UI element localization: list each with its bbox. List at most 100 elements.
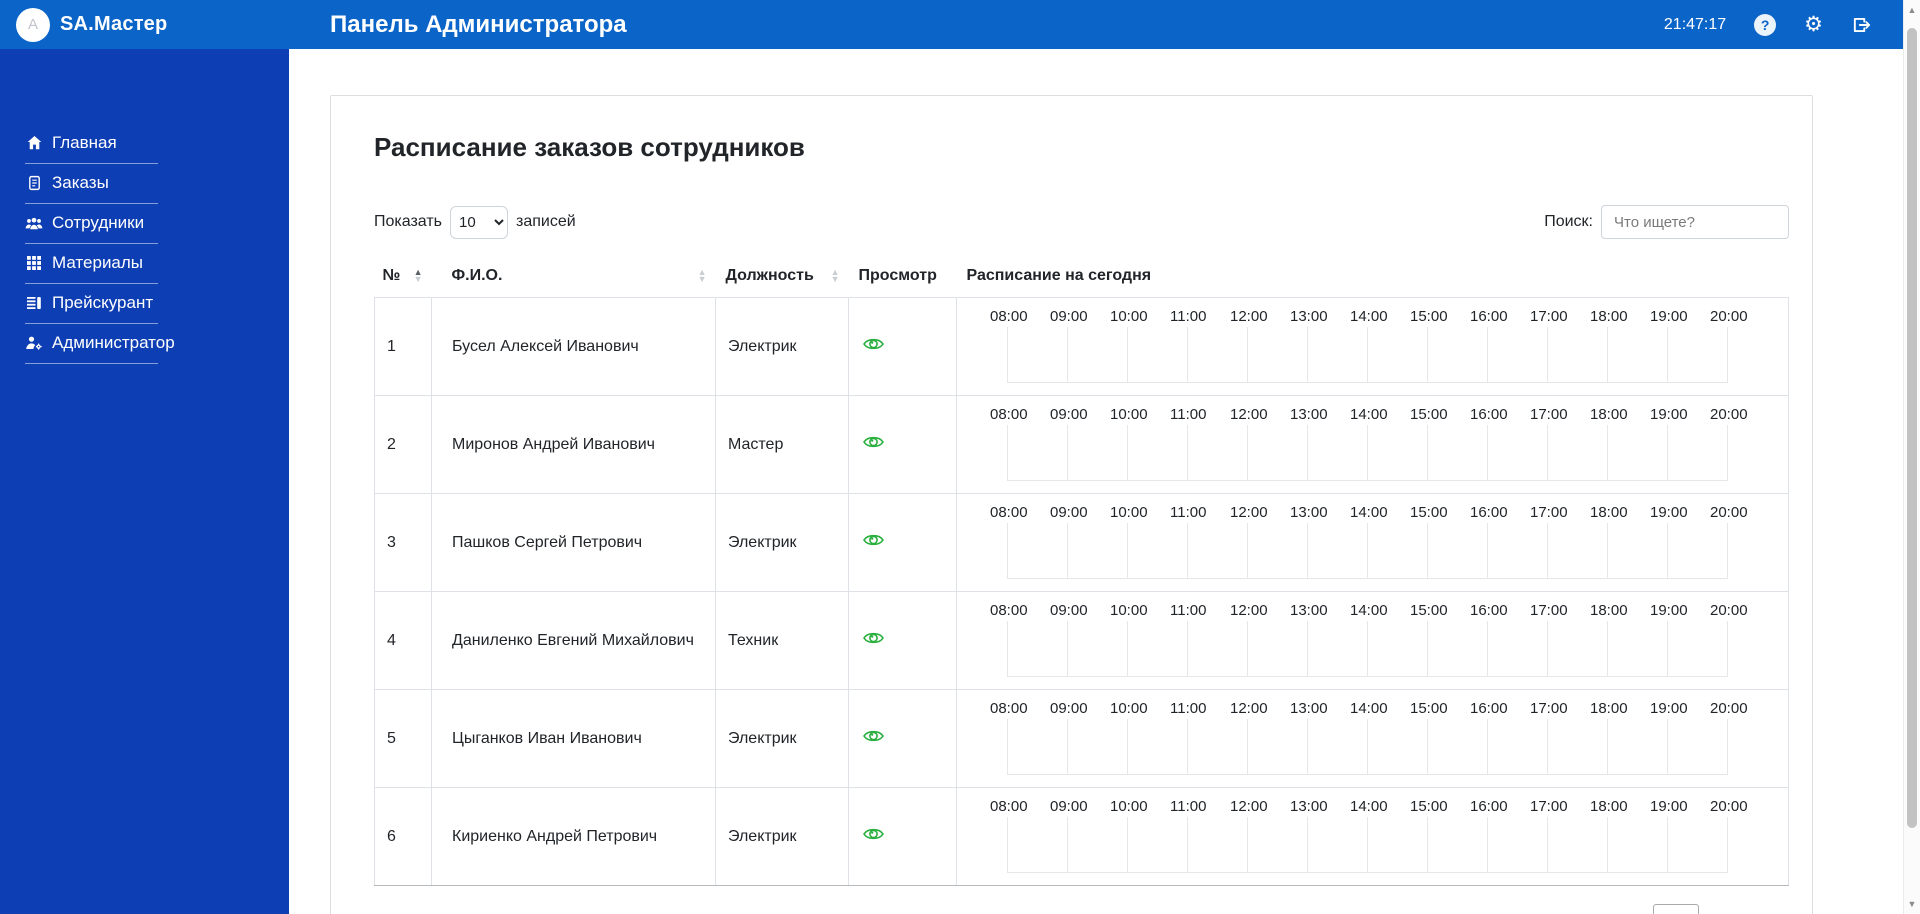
view-eye-icon[interactable] bbox=[863, 728, 884, 744]
hour-label: 14:00 bbox=[1350, 308, 1388, 325]
scrollbar-up-icon[interactable]: ▲ bbox=[1907, 5, 1917, 15]
page-length-select[interactable]: 10 bbox=[450, 205, 509, 239]
column-header-num[interactable]: № ▲ ▼ bbox=[375, 255, 432, 298]
hour-label: 11:00 bbox=[1170, 602, 1207, 619]
page-length-suffix: записей bbox=[516, 213, 576, 230]
employee-position: Мастер bbox=[715, 395, 849, 494]
hour-slot bbox=[1067, 523, 1127, 579]
scrollbar-down-icon[interactable]: ▼ bbox=[1907, 899, 1917, 909]
hour-label: 13:00 bbox=[1290, 700, 1328, 717]
hour-slot bbox=[1007, 817, 1067, 873]
hour-label: 16:00 bbox=[1470, 602, 1508, 619]
column-header-pos[interactable]: Должность ▲ ▼ bbox=[716, 255, 849, 298]
sidebar-item-admin[interactable]: Администратор bbox=[25, 324, 175, 364]
column-header-name[interactable]: Ф.И.О. ▲ ▼ bbox=[432, 255, 716, 298]
hour-slot bbox=[1667, 327, 1727, 383]
hour-slot bbox=[1067, 817, 1127, 873]
hour-slot bbox=[1607, 621, 1667, 677]
admin-icon bbox=[25, 335, 43, 352]
sidebar-item-materials[interactable]: Материалы bbox=[25, 244, 158, 284]
employee-position: Электрик bbox=[715, 787, 849, 886]
hour-slot bbox=[1067, 327, 1127, 383]
hour-label: 18:00 bbox=[1590, 602, 1628, 619]
hour-label: 20:00 bbox=[1710, 700, 1748, 717]
hour-label: 08:00 bbox=[990, 406, 1028, 423]
sidebar-item-employees[interactable]: Сотрудники bbox=[25, 204, 158, 244]
schedule-cell: 08:00 09:00 10:00 11:00 12:00 13:00 14:00 15:00… bbox=[956, 493, 1789, 592]
sidebar-item-label: Материалы bbox=[52, 253, 144, 272]
view-eye-icon[interactable] bbox=[863, 336, 884, 352]
hour-label: 16:00 bbox=[1470, 308, 1508, 325]
hour-slot bbox=[1607, 523, 1667, 579]
sort-arrows-icon: ▲ ▼ bbox=[697, 267, 707, 284]
hour-slot bbox=[1487, 425, 1547, 481]
hour-label: 08:00 bbox=[990, 700, 1028, 717]
column-header-label: Должность bbox=[725, 267, 814, 284]
logout-icon[interactable] bbox=[1851, 15, 1872, 35]
hour-slot bbox=[1427, 523, 1487, 579]
sort-arrows-icon: ▲ ▼ bbox=[413, 267, 423, 284]
table-controls: Показать 10 записей Поиск: bbox=[374, 205, 1789, 239]
hour-slot bbox=[1307, 425, 1367, 481]
hour-label: 09:00 bbox=[1050, 308, 1088, 325]
hour-slot bbox=[1127, 523, 1187, 579]
hour-label: 20:00 bbox=[1710, 798, 1748, 815]
employee-position: Электрик bbox=[715, 493, 849, 592]
schedule-timeline: 08:00 09:00 10:00 11:00 12:00 13:00 14:00 15:00… bbox=[957, 298, 1788, 383]
employee-name: Миронов Андрей Иванович bbox=[431, 395, 716, 494]
scrollbar-thumb[interactable] bbox=[1907, 28, 1917, 828]
row-number: 6 bbox=[374, 787, 432, 886]
hour-label: 12:00 bbox=[1230, 308, 1268, 325]
employee-name: Цыганков Иван Иванович bbox=[431, 689, 716, 788]
hour-slot bbox=[1427, 719, 1487, 775]
pagination-button[interactable] bbox=[1653, 904, 1699, 914]
hour-label: 17:00 bbox=[1530, 700, 1568, 717]
schedule-hour-cells bbox=[1007, 817, 1728, 873]
hour-label: 11:00 bbox=[1170, 700, 1207, 717]
schedule-hour-labels: 08:00 09:00 10:00 11:00 12:00 13:00 14:00 15:00… bbox=[990, 504, 1788, 521]
hour-label: 16:00 bbox=[1470, 406, 1508, 423]
hour-label: 12:00 bbox=[1230, 798, 1268, 815]
schedule-timeline: 08:00 09:00 10:00 11:00 12:00 13:00 14:00 15:00… bbox=[957, 592, 1788, 677]
vertical-scrollbar[interactable]: ▲ ▼ bbox=[1903, 0, 1920, 914]
hour-label: 14:00 bbox=[1350, 798, 1388, 815]
hour-slot bbox=[1127, 621, 1187, 677]
gear-icon[interactable]: ⚙ bbox=[1804, 12, 1823, 36]
hour-label: 18:00 bbox=[1590, 308, 1628, 325]
hour-label: 17:00 bbox=[1530, 406, 1568, 423]
view-cell bbox=[848, 297, 957, 396]
hour-slot bbox=[1607, 327, 1667, 383]
employee-name: Кириенко Андрей Петрович bbox=[431, 787, 716, 886]
hour-label: 18:00 bbox=[1590, 798, 1628, 815]
sidebar-item-orders[interactable]: Заказы bbox=[25, 164, 158, 204]
hour-slot bbox=[1007, 621, 1067, 677]
schedule-timeline: 08:00 09:00 10:00 11:00 12:00 13:00 14:00 15:00… bbox=[957, 396, 1788, 481]
search-input[interactable] bbox=[1601, 205, 1789, 239]
hour-label: 20:00 bbox=[1710, 308, 1748, 325]
schedule-table: № ▲ ▼ Ф.И.О. ▲ ▼ Должность ▲ ▼ Просмотр Расписание… bbox=[374, 255, 1789, 886]
hour-slot bbox=[1367, 327, 1427, 383]
hour-label: 17:00 bbox=[1530, 504, 1568, 521]
view-eye-icon[interactable] bbox=[863, 532, 884, 548]
schedule-cell: 08:00 09:00 10:00 11:00 12:00 13:00 14:00 15:00… bbox=[956, 689, 1789, 788]
row-number: 1 bbox=[374, 297, 432, 396]
view-eye-icon[interactable] bbox=[863, 630, 884, 646]
sidebar-item-label: Администратор bbox=[52, 333, 175, 352]
view-eye-icon[interactable] bbox=[863, 434, 884, 450]
hour-label: 10:00 bbox=[1110, 798, 1148, 815]
row-number: 4 bbox=[374, 591, 432, 690]
row-number: 3 bbox=[374, 493, 432, 592]
hour-label: 19:00 bbox=[1650, 504, 1688, 521]
hour-slot bbox=[1307, 621, 1367, 677]
hour-label: 19:00 bbox=[1650, 602, 1688, 619]
view-cell bbox=[848, 493, 957, 592]
hour-label: 15:00 bbox=[1410, 308, 1448, 325]
sidebar-item-pricelist[interactable]: Прейскурант bbox=[25, 284, 158, 324]
view-eye-icon[interactable] bbox=[863, 826, 884, 842]
hour-label: 14:00 bbox=[1350, 406, 1388, 423]
help-icon[interactable]: ? bbox=[1754, 13, 1777, 36]
hour-label: 14:00 bbox=[1350, 504, 1388, 521]
schedule-hour-labels: 08:00 09:00 10:00 11:00 12:00 13:00 14:00 15:00… bbox=[990, 602, 1788, 619]
sidebar-item-home[interactable]: Главная bbox=[25, 124, 158, 164]
